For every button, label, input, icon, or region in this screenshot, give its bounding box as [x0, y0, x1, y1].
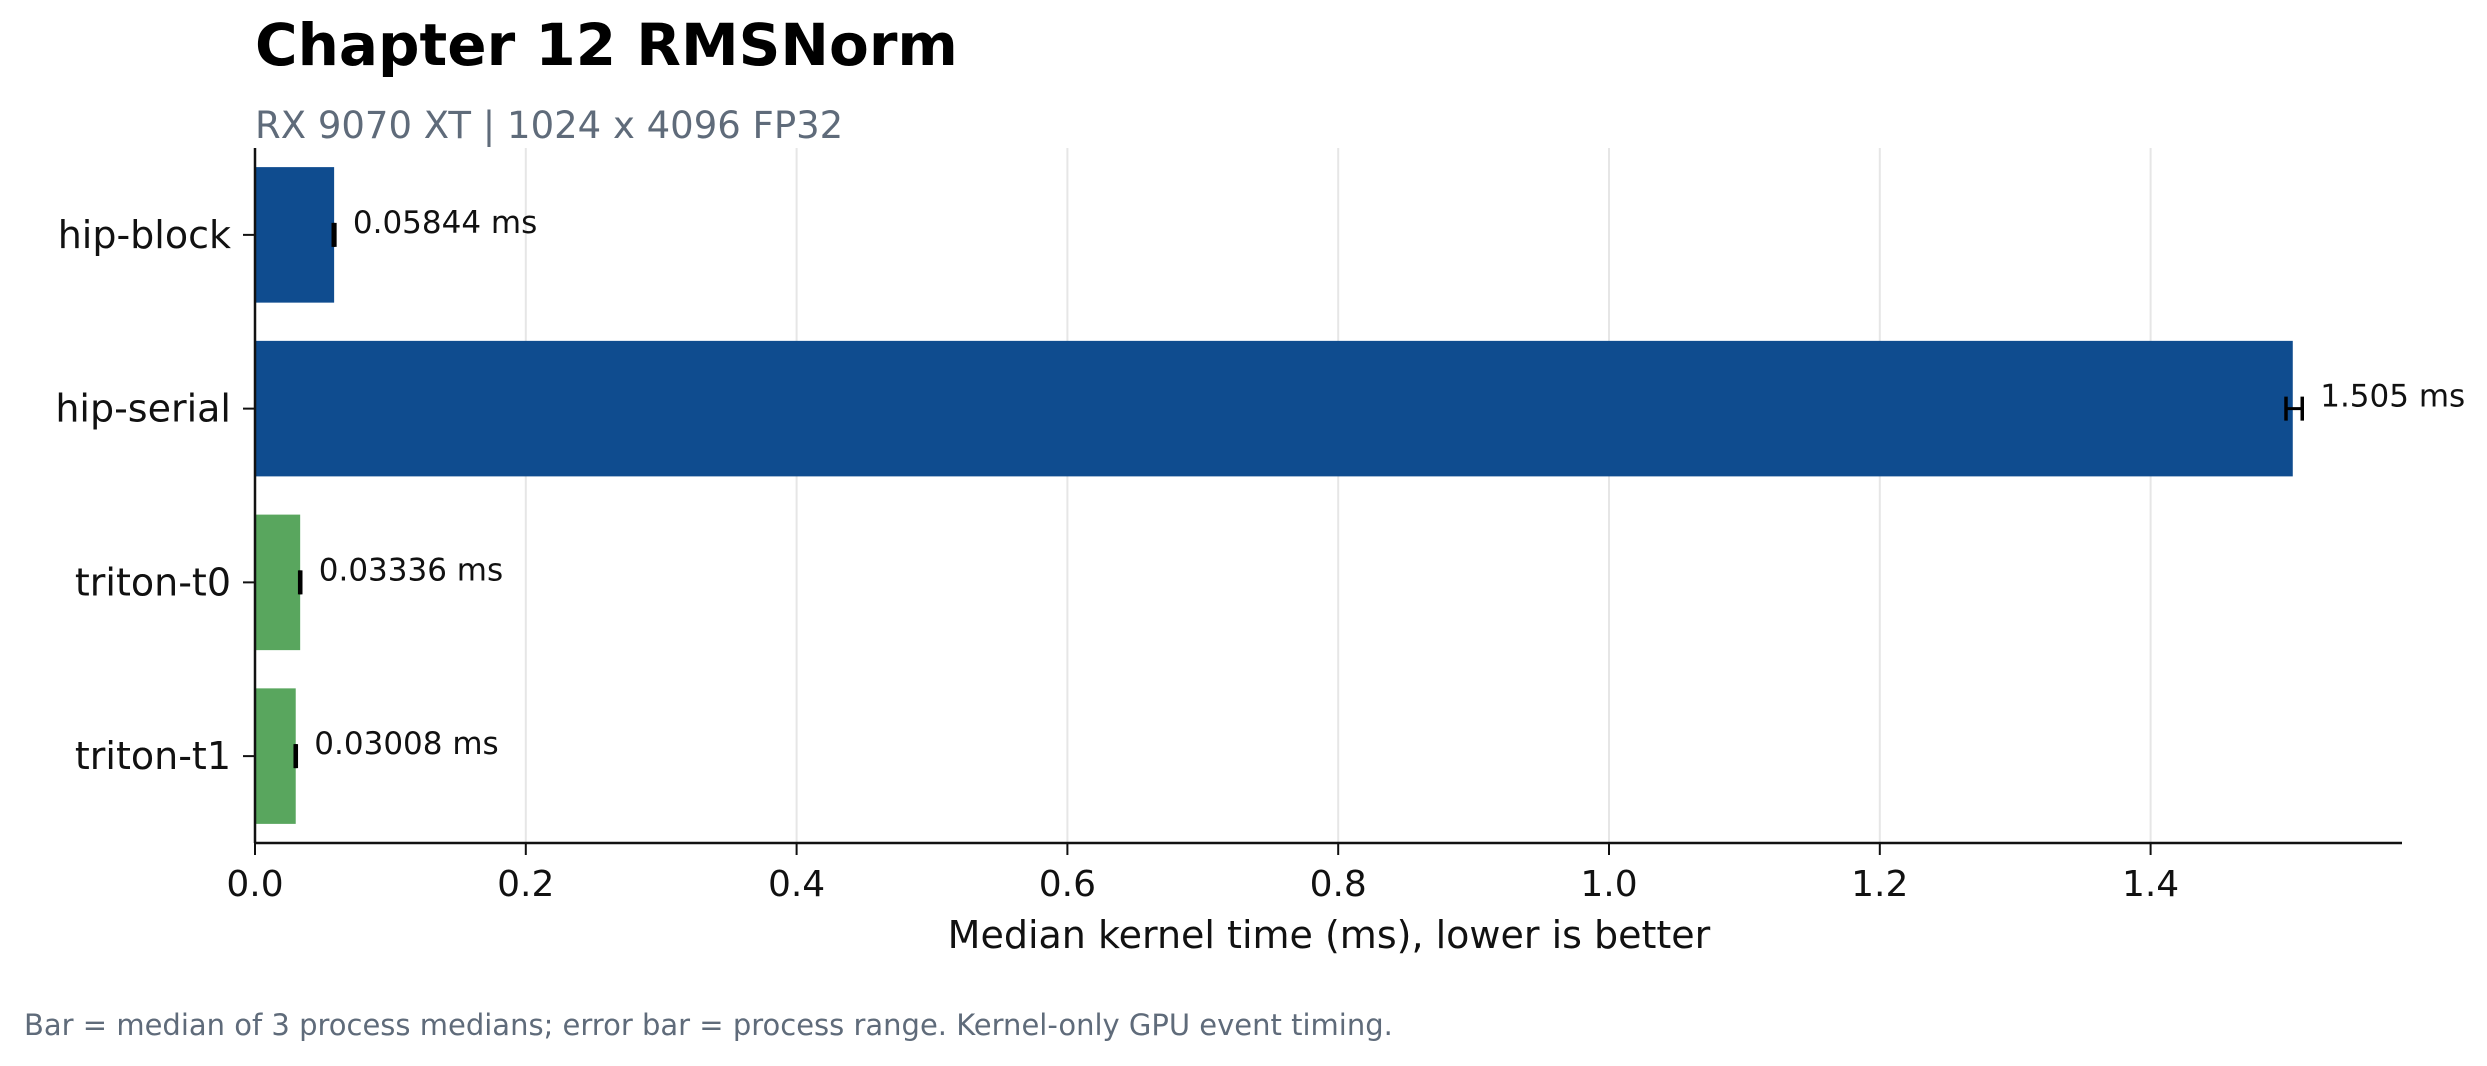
bar-hip-block	[255, 167, 335, 303]
x-tick-label: 1.2	[1851, 864, 1908, 905]
chart-subtitle: RX 9070 XT | 1024 x 4096 FP32	[255, 104, 843, 147]
x-tick-label: 0.6	[1039, 864, 1096, 905]
value-label-hip-serial: 1.505 ms	[2320, 379, 2465, 415]
bar-triton-t0	[255, 514, 301, 651]
bar-triton-t1	[255, 688, 296, 824]
value-label-triton-t1: 0.03008 ms	[314, 726, 498, 762]
x-tick-label: 1.4	[2122, 864, 2179, 905]
value-labels-group: 0.05844 ms 1.505 ms 0.03336 ms 0.03008 ms	[314, 205, 2465, 762]
x-tick-label: 0.0	[226, 864, 283, 905]
axes-group	[253, 148, 2402, 845]
chart-title: Chapter 12 RMSNorm	[255, 11, 958, 79]
bar-hip-serial	[255, 340, 2293, 477]
category-label-hip-block: hip-block	[58, 213, 231, 257]
category-labels-group: hip-block hip-serial triton-t0 triton-t1	[55, 213, 255, 778]
bars-group	[255, 167, 2293, 824]
x-axis-label: Median kernel time (ms), lower is better	[948, 913, 1711, 957]
footnote: Bar = median of 3 process medians; error…	[24, 1008, 1393, 1042]
category-label-triton-t0: triton-t0	[75, 560, 231, 604]
x-tick-label: 0.2	[497, 864, 554, 905]
value-label-triton-t0: 0.03336 ms	[319, 552, 503, 588]
error-bars-group	[293, 222, 2304, 769]
category-label-hip-serial: hip-serial	[55, 387, 231, 431]
x-ticks-group: 0.0 0.2 0.4 0.6 0.8 1.0 1.2 1.4	[226, 843, 2179, 905]
x-tick-label: 0.4	[768, 864, 825, 905]
category-label-triton-t1: triton-t1	[75, 734, 231, 778]
grid-lines	[524, 148, 2152, 843]
x-tick-label: 0.8	[1310, 864, 1367, 905]
x-tick-label: 1.0	[1580, 864, 1637, 905]
value-label-hip-block: 0.05844 ms	[353, 205, 537, 241]
